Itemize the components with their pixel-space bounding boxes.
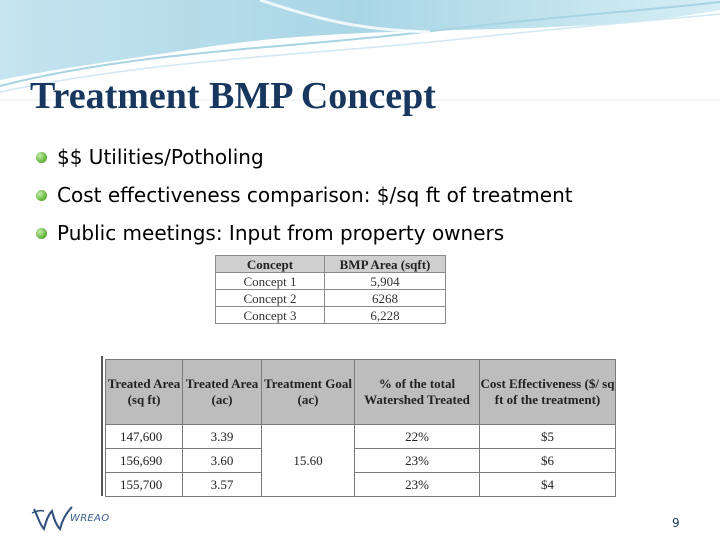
table-row: Concept 1 5,904 bbox=[215, 272, 446, 290]
treatment-goal-cell: 15.60 bbox=[261, 424, 355, 497]
table-side-rule bbox=[101, 356, 103, 496]
header-wave-decoration bbox=[0, 0, 720, 101]
bullet-item: Public meetings: Input from property own… bbox=[36, 214, 573, 252]
table-row: 156,690 3.60 23% $6 bbox=[105, 448, 616, 473]
bullet-text: Public meetings: Input from property own… bbox=[57, 221, 505, 245]
logo-text: WREAO bbox=[70, 513, 110, 524]
table-cell: 5,904 bbox=[324, 272, 446, 290]
table-row: Concept 3 6,228 bbox=[215, 306, 446, 324]
table-header-cell: Cost Effectiveness ($/ sq ft of the trea… bbox=[479, 359, 616, 425]
table-cell: 22% bbox=[354, 424, 480, 449]
table-header-row: Concept BMP Area (sqft) bbox=[215, 255, 446, 273]
table-cell: 156,690 bbox=[105, 448, 183, 473]
table-row: 155,700 3.57 23% $4 bbox=[105, 472, 616, 497]
table-cell: Concept 1 bbox=[215, 272, 325, 290]
bmp-area-table: Concept BMP Area (sqft) Concept 1 5,904 … bbox=[215, 255, 446, 324]
slide-title: Treatment BMP Concept bbox=[30, 75, 436, 117]
table-cell: 147,600 bbox=[105, 424, 183, 449]
bullet-text: $$ Utilities/Potholing bbox=[57, 145, 264, 169]
table-cell: $4 bbox=[479, 472, 616, 497]
table-header-cell: Treatment Goal (ac) bbox=[261, 359, 355, 425]
bullet-dot-icon bbox=[36, 151, 47, 163]
table-cell: Concept 2 bbox=[215, 289, 325, 307]
table-header-cell: Treated Area (ac) bbox=[182, 359, 262, 425]
table-cell: 3.39 bbox=[182, 424, 262, 449]
bullet-dot-icon bbox=[36, 189, 47, 201]
table-cell: $6 bbox=[479, 448, 616, 473]
table-cell: $5 bbox=[479, 424, 616, 449]
table-row: Concept 2 6268 bbox=[215, 289, 446, 307]
table-header-cell: Treated Area (sq ft) bbox=[105, 359, 183, 425]
table-cell: 6,228 bbox=[324, 306, 446, 324]
bullet-item: Cost effectiveness comparison: $/sq ft o… bbox=[36, 176, 573, 214]
table-row: 147,600 3.39 15.60 22% $5 bbox=[105, 424, 616, 497]
table-cell: Concept 3 bbox=[215, 306, 325, 324]
bullet-dot-icon bbox=[36, 227, 47, 239]
table-header-cell: BMP Area (sqft) bbox=[324, 255, 446, 273]
table-header-cell: Concept bbox=[215, 255, 325, 273]
cost-effectiveness-table: Treated Area (sq ft) Treated Area (ac) T… bbox=[105, 359, 616, 497]
table-cell: 23% bbox=[354, 472, 480, 497]
organization-logo-icon bbox=[31, 506, 73, 531]
table-header-row: Treated Area (sq ft) Treated Area (ac) T… bbox=[105, 359, 616, 425]
table-cell: 155,700 bbox=[105, 472, 183, 497]
table-cell: 3.60 bbox=[182, 448, 262, 473]
bullet-item: $$ Utilities/Potholing bbox=[36, 138, 573, 176]
table-cell: 6268 bbox=[324, 289, 446, 307]
page-number: 9 bbox=[672, 516, 680, 530]
table-cell: 23% bbox=[354, 448, 480, 473]
bullet-list: $$ Utilities/Potholing Cost effectivenes… bbox=[36, 138, 573, 252]
bullet-text: Cost effectiveness comparison: $/sq ft o… bbox=[57, 183, 573, 207]
table-cell: 3.57 bbox=[182, 472, 262, 497]
table-header-cell: % of the total Watershed Treated bbox=[354, 359, 480, 425]
